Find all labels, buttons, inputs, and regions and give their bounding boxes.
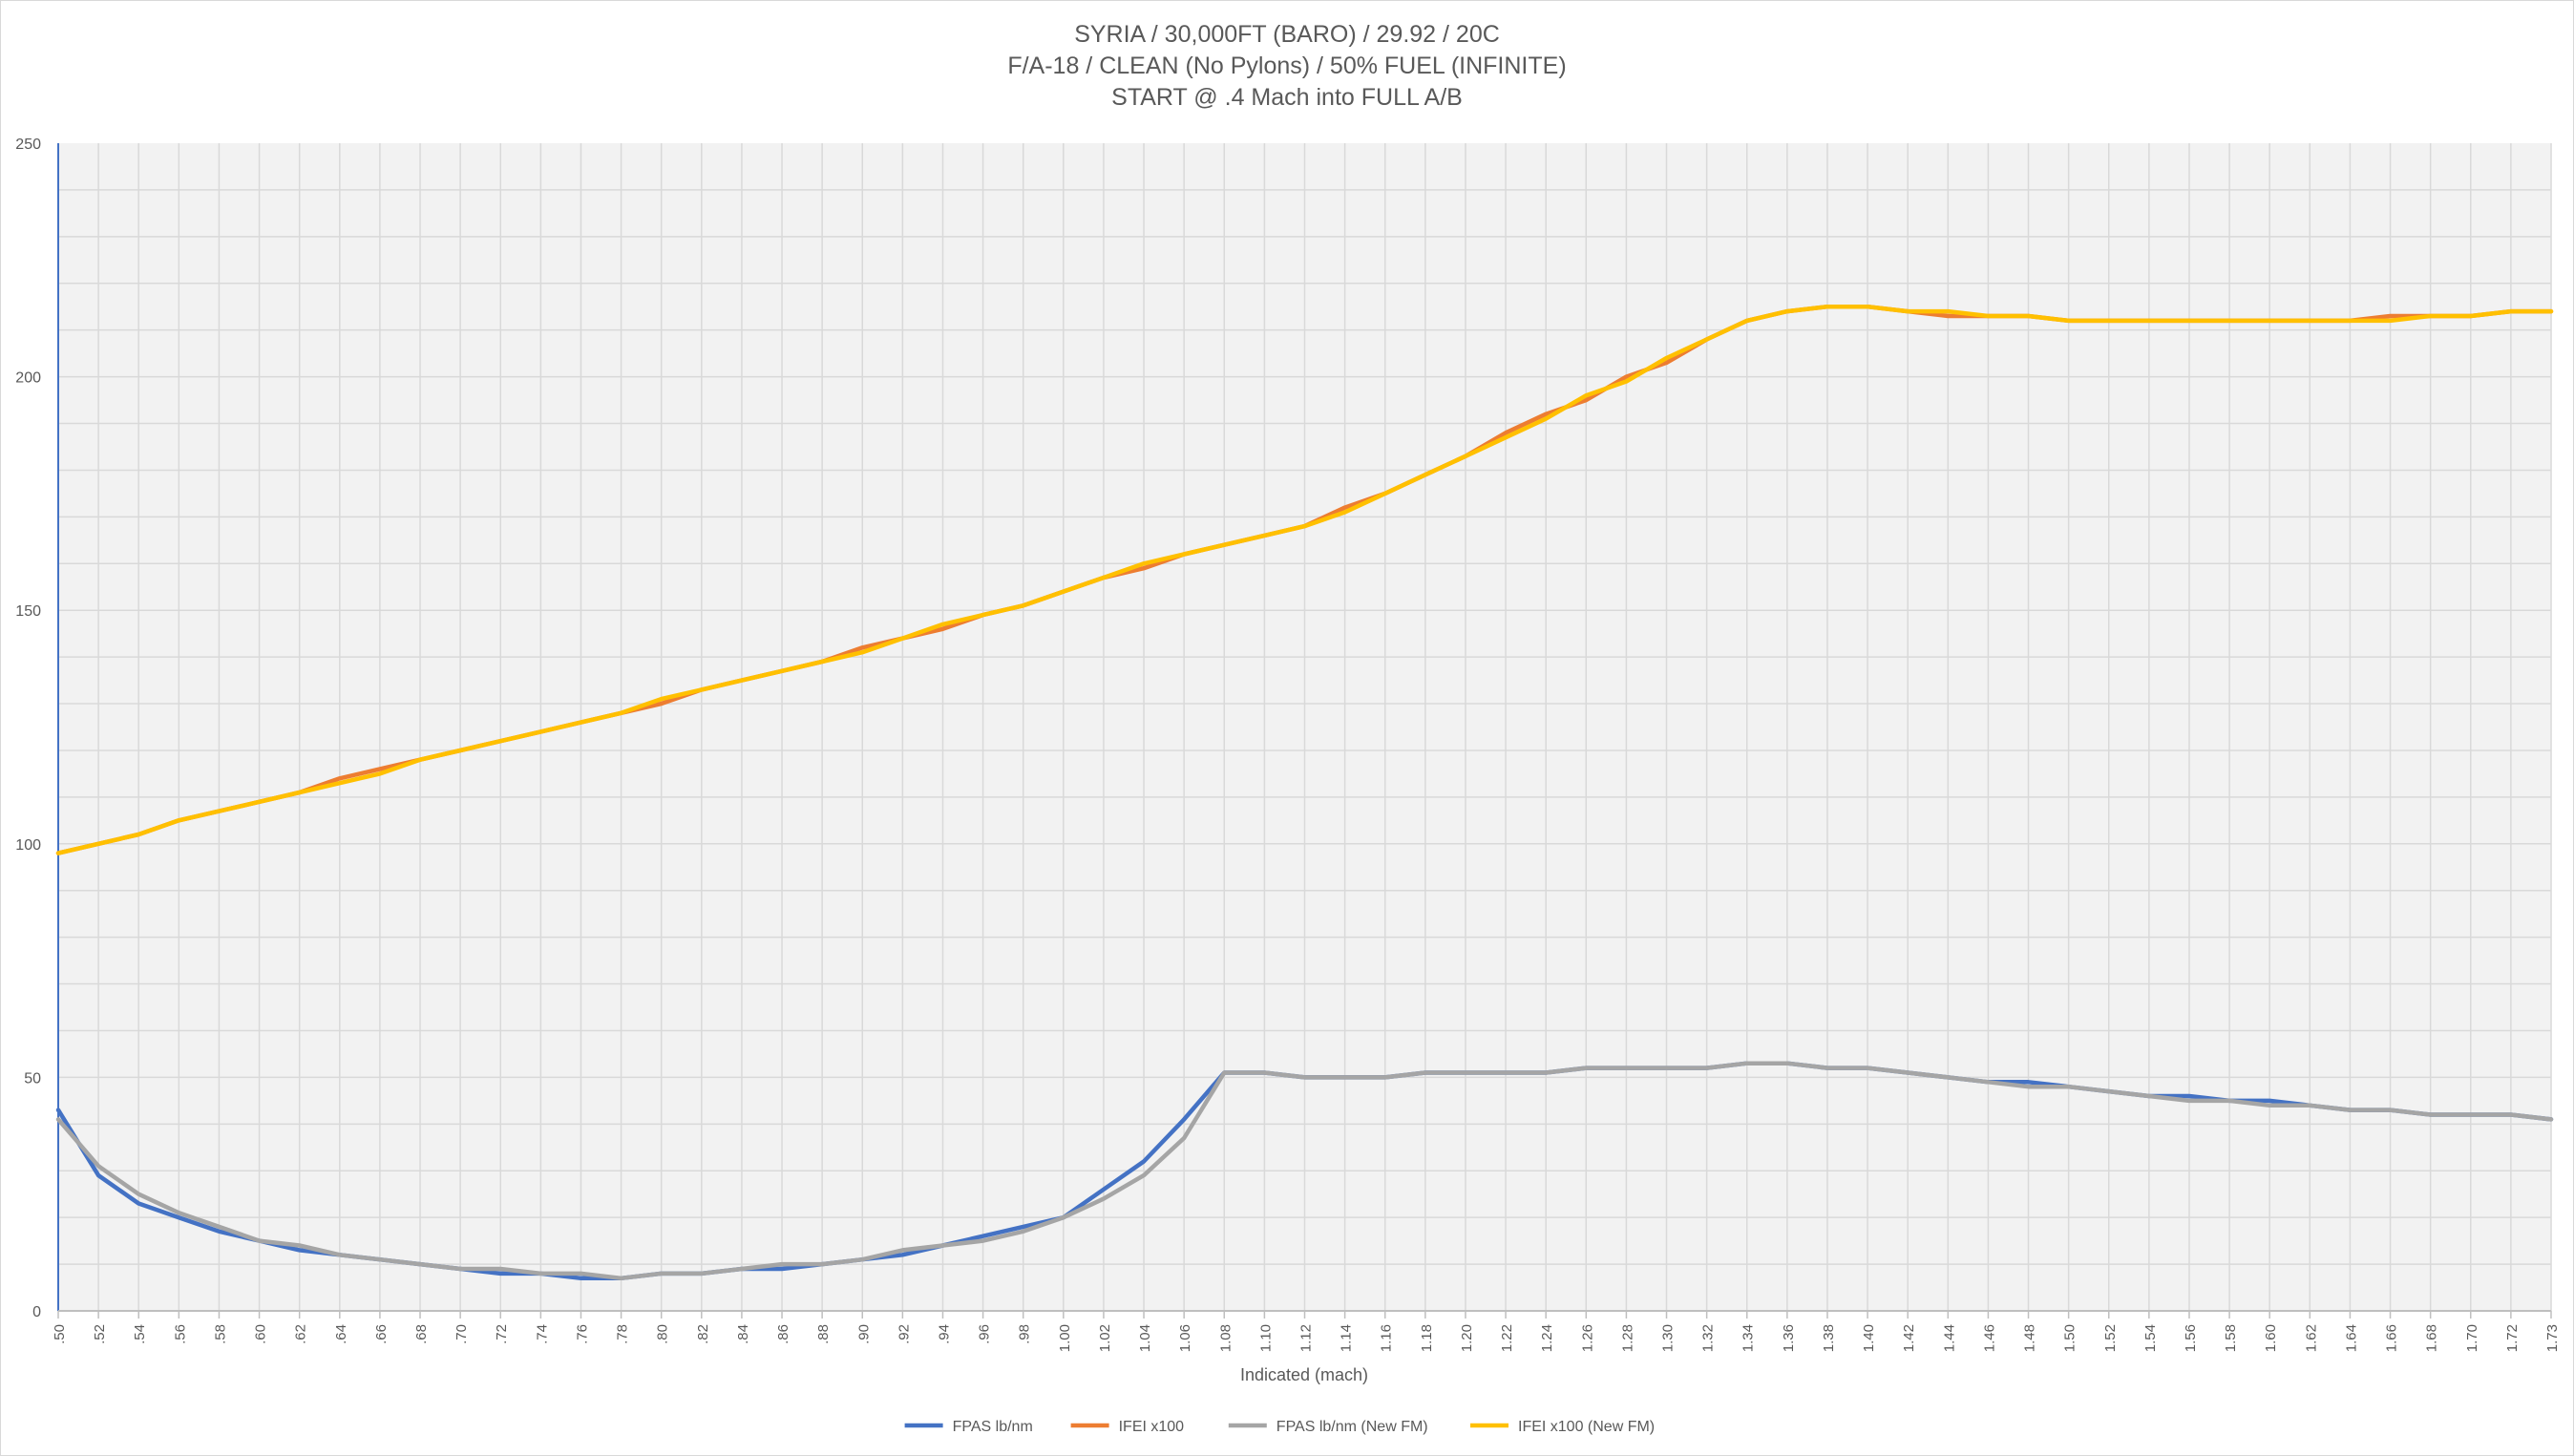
x-tick-label: .70 <box>454 1324 470 1344</box>
y-tick-label: 150 <box>15 603 41 620</box>
x-tick-label: .92 <box>896 1324 912 1344</box>
series-lines <box>55 304 2554 1281</box>
x-tick-label: 1.16 <box>1379 1324 1395 1352</box>
legend-label-3: FPAS lb/nm (New FM) <box>1276 1419 1428 1435</box>
x-tick-label: .82 <box>695 1324 711 1344</box>
y-tick-label: 0 <box>32 1304 41 1320</box>
axes: 0 50 100 150 200 250 .50 .52 .54 .56 .58 .60 .62 .64.… <box>15 137 2561 1352</box>
x-tick-label: .74 <box>534 1324 550 1344</box>
x-tick-label: 1.66 <box>2384 1324 2400 1352</box>
x-tick-label: .86 <box>775 1324 791 1344</box>
y-tick-label: 250 <box>15 137 41 153</box>
x-tick-label: .50 <box>52 1324 68 1344</box>
x-tick-label: 1.32 <box>1700 1324 1717 1352</box>
x-tick-label: .56 <box>172 1324 188 1344</box>
x-tick-label: 1.06 <box>1177 1324 1193 1352</box>
x-tick-label: 1.36 <box>1781 1324 1797 1352</box>
legend-label-4: IFEI x100 (New FM) <box>1518 1419 1655 1435</box>
x-tick-label: 1.70 <box>2464 1324 2480 1352</box>
x-tick-label: .54 <box>132 1324 148 1344</box>
x-tick-label: .80 <box>655 1324 671 1344</box>
x-tick-label: 1.38 <box>1821 1324 1837 1352</box>
gridlines <box>58 143 2552 1311</box>
x-tick-label: 1.28 <box>1619 1324 1635 1352</box>
x-tick-label: .78 <box>615 1324 631 1344</box>
x-tick-label: 1.10 <box>1257 1324 1274 1352</box>
x-tick-label: 1.24 <box>1539 1324 1555 1352</box>
x-tick-label: .58 <box>212 1324 228 1344</box>
x-tick-label: .66 <box>373 1324 390 1344</box>
x-tick-label: 1.26 <box>1579 1324 1595 1352</box>
legend: FPAS lb/nm IFEI x100 FPAS lb/nm (New FM) IF… <box>904 1419 1655 1435</box>
x-tick-label: 1.20 <box>1459 1324 1475 1352</box>
x-tick-label: 1.18 <box>1419 1324 1435 1352</box>
x-tick-label: .60 <box>253 1324 269 1344</box>
legend-label-1: FPAS lb/nm <box>953 1419 1033 1435</box>
x-tick-label: .64 <box>333 1324 349 1344</box>
x-tick-label: .76 <box>574 1324 590 1344</box>
x-tick-label: 1.02 <box>1097 1324 1113 1352</box>
chart-title-line-1: SYRIA / 30,000FT (BARO) / 29.92 / 20C <box>1074 21 1500 48</box>
x-axis-title: Indicated (mach) <box>1240 1365 1368 1384</box>
x-tick-label: 1.34 <box>1741 1324 1757 1352</box>
x-tick-label: 1.00 <box>1057 1324 1073 1352</box>
x-tick-label: 1.08 <box>1217 1324 1234 1352</box>
x-tick-label: 1.54 <box>2142 1324 2159 1352</box>
x-tick-label: 1.62 <box>2303 1324 2319 1352</box>
y-tick-label: 50 <box>24 1070 41 1087</box>
x-tick-label: 1.40 <box>1861 1324 1877 1352</box>
x-tick-label: .68 <box>413 1324 430 1344</box>
x-tick-label: 1.12 <box>1298 1324 1315 1352</box>
x-tick-label: .84 <box>735 1324 751 1344</box>
x-tick-label: 1.58 <box>2223 1324 2239 1352</box>
x-tick-label: .94 <box>936 1324 952 1344</box>
x-tick-label: 1.60 <box>2263 1324 2279 1352</box>
x-tick-label: 1.22 <box>1499 1324 1515 1352</box>
x-tick-label: 1.56 <box>2183 1324 2199 1352</box>
x-tick-label: .96 <box>977 1324 993 1344</box>
x-tick-label: .98 <box>1017 1324 1033 1344</box>
x-tick-label: .88 <box>815 1324 832 1344</box>
x-tick-label: 1.46 <box>1981 1324 1997 1352</box>
x-tick-label: 1.64 <box>2343 1324 2359 1352</box>
y-tick-label: 200 <box>15 370 41 387</box>
x-tick-label: 1.73 <box>2544 1324 2561 1352</box>
x-tick-label: .62 <box>293 1324 309 1344</box>
series-line-3 <box>55 1061 2554 1281</box>
x-tick-label: 1.30 <box>1660 1324 1677 1352</box>
series-line-4 <box>55 304 2554 855</box>
x-tick-label: 1.52 <box>2102 1324 2119 1352</box>
x-tick-label: 1.04 <box>1137 1324 1153 1352</box>
chart-title-line-3: START @ .4 Mach into FULL A/B <box>1111 84 1463 111</box>
legend-label-2: IFEI x100 <box>1119 1419 1185 1435</box>
x-tick-label: .72 <box>494 1324 510 1344</box>
x-tick-label: 1.14 <box>1339 1324 1355 1352</box>
x-tick-label: 1.72 <box>2504 1324 2521 1352</box>
x-tick-label: .90 <box>855 1324 872 1344</box>
chart-title-line-2: F/A-18 / CLEAN (No Pylons) / 50% FUEL (I… <box>1007 53 1567 79</box>
x-tick-label: 1.50 <box>2062 1324 2078 1352</box>
y-tick-label: 100 <box>15 837 41 854</box>
x-tick-label: 1.68 <box>2424 1324 2440 1352</box>
x-tick-label: 1.44 <box>1941 1324 1957 1352</box>
x-tick-label: 1.42 <box>1901 1324 1917 1352</box>
x-tick-label: .52 <box>92 1324 108 1344</box>
x-tick-label: 1.48 <box>2022 1324 2038 1352</box>
